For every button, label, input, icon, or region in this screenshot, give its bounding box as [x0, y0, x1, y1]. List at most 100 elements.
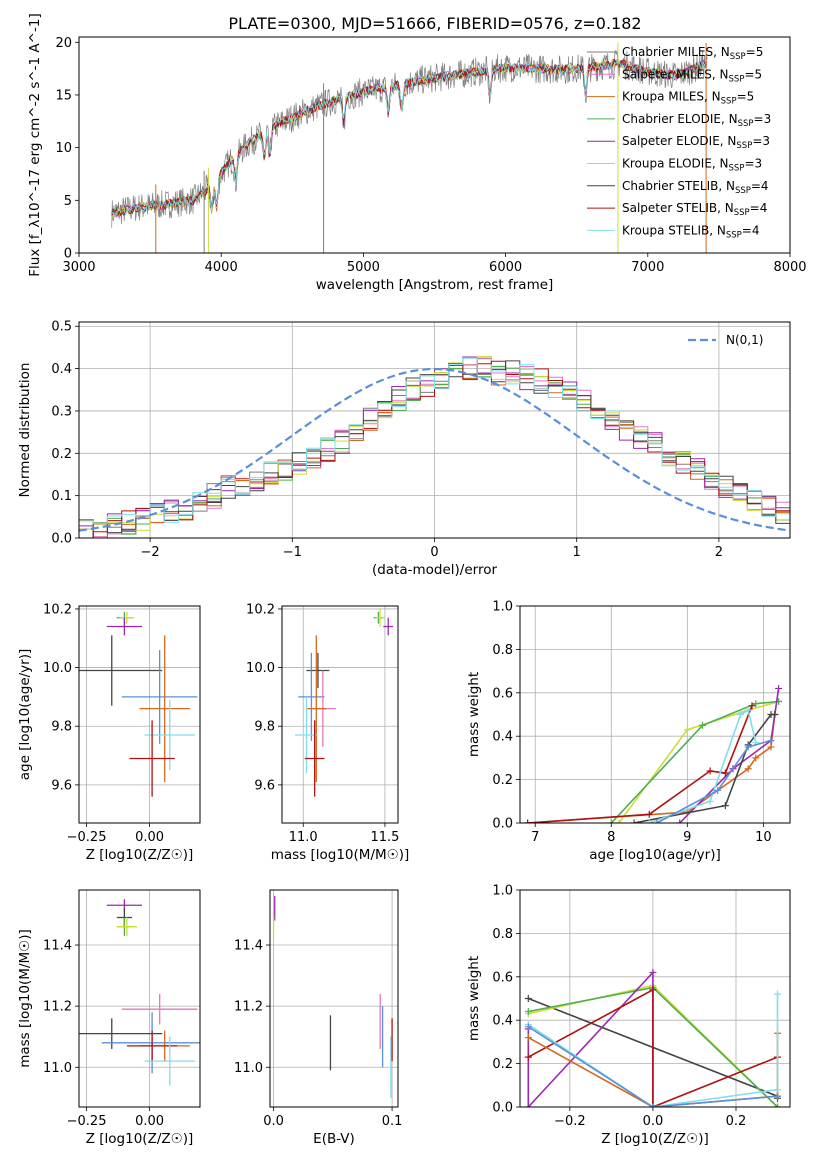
weight-marker — [774, 1092, 782, 1100]
y-tick-label: 10.0 — [43, 661, 72, 676]
x-tick-label: 0.0 — [643, 1114, 664, 1129]
weight-marker — [524, 1023, 532, 1031]
panel-massweight_vs_age: 7 8 9 10 0.0 0.2 0.4 0.6 0.8 1.0 age [log10(age/yr… — [466, 600, 791, 863]
x-tick-label: −1 — [283, 545, 302, 560]
y-tick-label: 15 — [55, 88, 72, 103]
error-point — [121, 993, 198, 1025]
weight-marker — [714, 786, 722, 794]
plot-area — [272, 896, 393, 1098]
weight-marker — [721, 769, 729, 777]
x-axis-label: Z [log10(Z/Z☉)] — [86, 1131, 194, 1147]
y-tick-label: 0 — [64, 247, 72, 262]
error-point — [304, 720, 325, 797]
weight-marker — [774, 1103, 782, 1107]
x-axis-label: Z [log10(Z/Z☉)] — [601, 1131, 709, 1147]
weight-marker — [774, 1086, 782, 1094]
weight-marker — [615, 819, 623, 823]
x-tick-label: −0.2 — [554, 1114, 586, 1129]
x-axis-label: age [log10(age/yr)] — [589, 847, 721, 863]
axes-frame — [519, 889, 791, 1108]
x-tick-label: 2 — [715, 545, 723, 560]
error-point — [106, 617, 143, 636]
x-tick-label: 5000 — [347, 260, 380, 275]
error-point — [306, 652, 330, 689]
weight-marker — [706, 797, 714, 805]
weight-marker — [744, 706, 752, 714]
weight-marker — [607, 819, 615, 823]
error-point — [121, 649, 198, 744]
y-tick-label: 10.0 — [246, 661, 275, 676]
y-tick-label: 0.0 — [51, 532, 72, 547]
x-tick-label: −0.25 — [67, 1114, 107, 1129]
legend-entry: Kroupa STELIB, NSSP=4 — [622, 223, 760, 240]
legend-entry: Salpeter ELODIE, NSSP=3 — [622, 134, 770, 151]
panel-residual_histogram: −2 −1 0 1 2 0.0 0.1 0.2 0.3 0.4 0.5 (data-model)/er… — [17, 320, 791, 578]
y-tick-label: 20 — [55, 36, 72, 51]
weight-marker — [699, 721, 707, 729]
y-tick-label: 10 — [55, 141, 72, 156]
plot-area — [79, 356, 790, 538]
grid — [79, 890, 200, 1107]
y-axis-label: mass weight — [466, 672, 482, 757]
y-axis-label: mass weight — [466, 956, 482, 1041]
weight-marker — [524, 1034, 532, 1042]
y-tick-label: 0.0 — [492, 1101, 513, 1116]
y-tick-label: 0.2 — [492, 1057, 513, 1072]
y-tick-label: 0.0 — [492, 817, 513, 832]
weight-marker — [524, 819, 532, 823]
y-axis-label: Normed distribution — [17, 363, 33, 498]
y-tick-label: 11.2 — [43, 1000, 72, 1015]
x-tick-label: 4000 — [205, 260, 238, 275]
x-tick-label: 8000 — [773, 260, 806, 275]
x-tick-label: −2 — [141, 545, 160, 560]
x-tick-label: 0.1 — [382, 1114, 403, 1129]
x-axis-label: wavelength [Angstrom, rest frame] — [316, 277, 554, 293]
weight-marker — [744, 765, 752, 773]
y-axis-label: age [log10(age/yr)] — [17, 649, 33, 781]
x-tick-label: 0.00 — [135, 1114, 164, 1129]
plot-area — [79, 899, 200, 1086]
x-tick-label: 10 — [755, 830, 772, 845]
weight-marker — [752, 754, 760, 762]
error-point — [116, 917, 137, 936]
y-tick-label: 0.1 — [51, 489, 72, 504]
y-tick-label: 1.0 — [492, 600, 513, 615]
y-tick-label: 5 — [64, 194, 72, 209]
axes-frame — [78, 321, 791, 539]
x-tick-label: 0.00 — [135, 830, 164, 845]
axes-frame — [78, 889, 201, 1108]
x-tick-label: −0.25 — [67, 830, 107, 845]
weight-marker — [524, 995, 532, 1002]
weight-marker — [645, 819, 653, 823]
x-tick-label: 11.0 — [289, 830, 318, 845]
y-tick-label: 0.4 — [492, 730, 513, 745]
grid — [520, 889, 790, 1108]
weight-marker — [676, 819, 684, 823]
legend-entry: Kroupa ELODIE, NSSP=3 — [622, 157, 762, 174]
weight-marker — [653, 819, 661, 823]
weight-marker — [524, 1103, 532, 1107]
x-tick-label: 1 — [573, 545, 581, 560]
error-point — [144, 1036, 195, 1086]
error-point — [119, 611, 135, 624]
weight-line — [527, 705, 753, 823]
x-axis-label: mass [log10(M/M☉)] — [271, 847, 410, 863]
weight-line — [527, 714, 776, 823]
normal-curve — [79, 367, 790, 532]
weight-line — [527, 1026, 778, 1107]
error-point — [139, 635, 190, 782]
weight-line — [527, 988, 778, 1107]
axes-frame — [269, 889, 399, 1108]
y-tick-label: 0.4 — [492, 1014, 513, 1029]
legend-entry: Kroupa MILES, NSSP=5 — [622, 90, 754, 107]
y-tick-label: 0.2 — [492, 773, 513, 788]
error-point — [129, 720, 175, 797]
figure-title: PLATE=0300, MJD=51666, FIBERID=0576, z=0… — [228, 14, 641, 33]
grid — [270, 890, 398, 1107]
panel-mass_vs_Z: −0.25 0.00 11.0 11.2 11.4 Z [log10(Z/Z☉)] mass… — [17, 889, 201, 1147]
weight-marker — [771, 711, 779, 718]
x-tick-label: 11.5 — [370, 830, 399, 845]
weight-marker — [775, 684, 783, 692]
plot-area — [79, 611, 198, 797]
